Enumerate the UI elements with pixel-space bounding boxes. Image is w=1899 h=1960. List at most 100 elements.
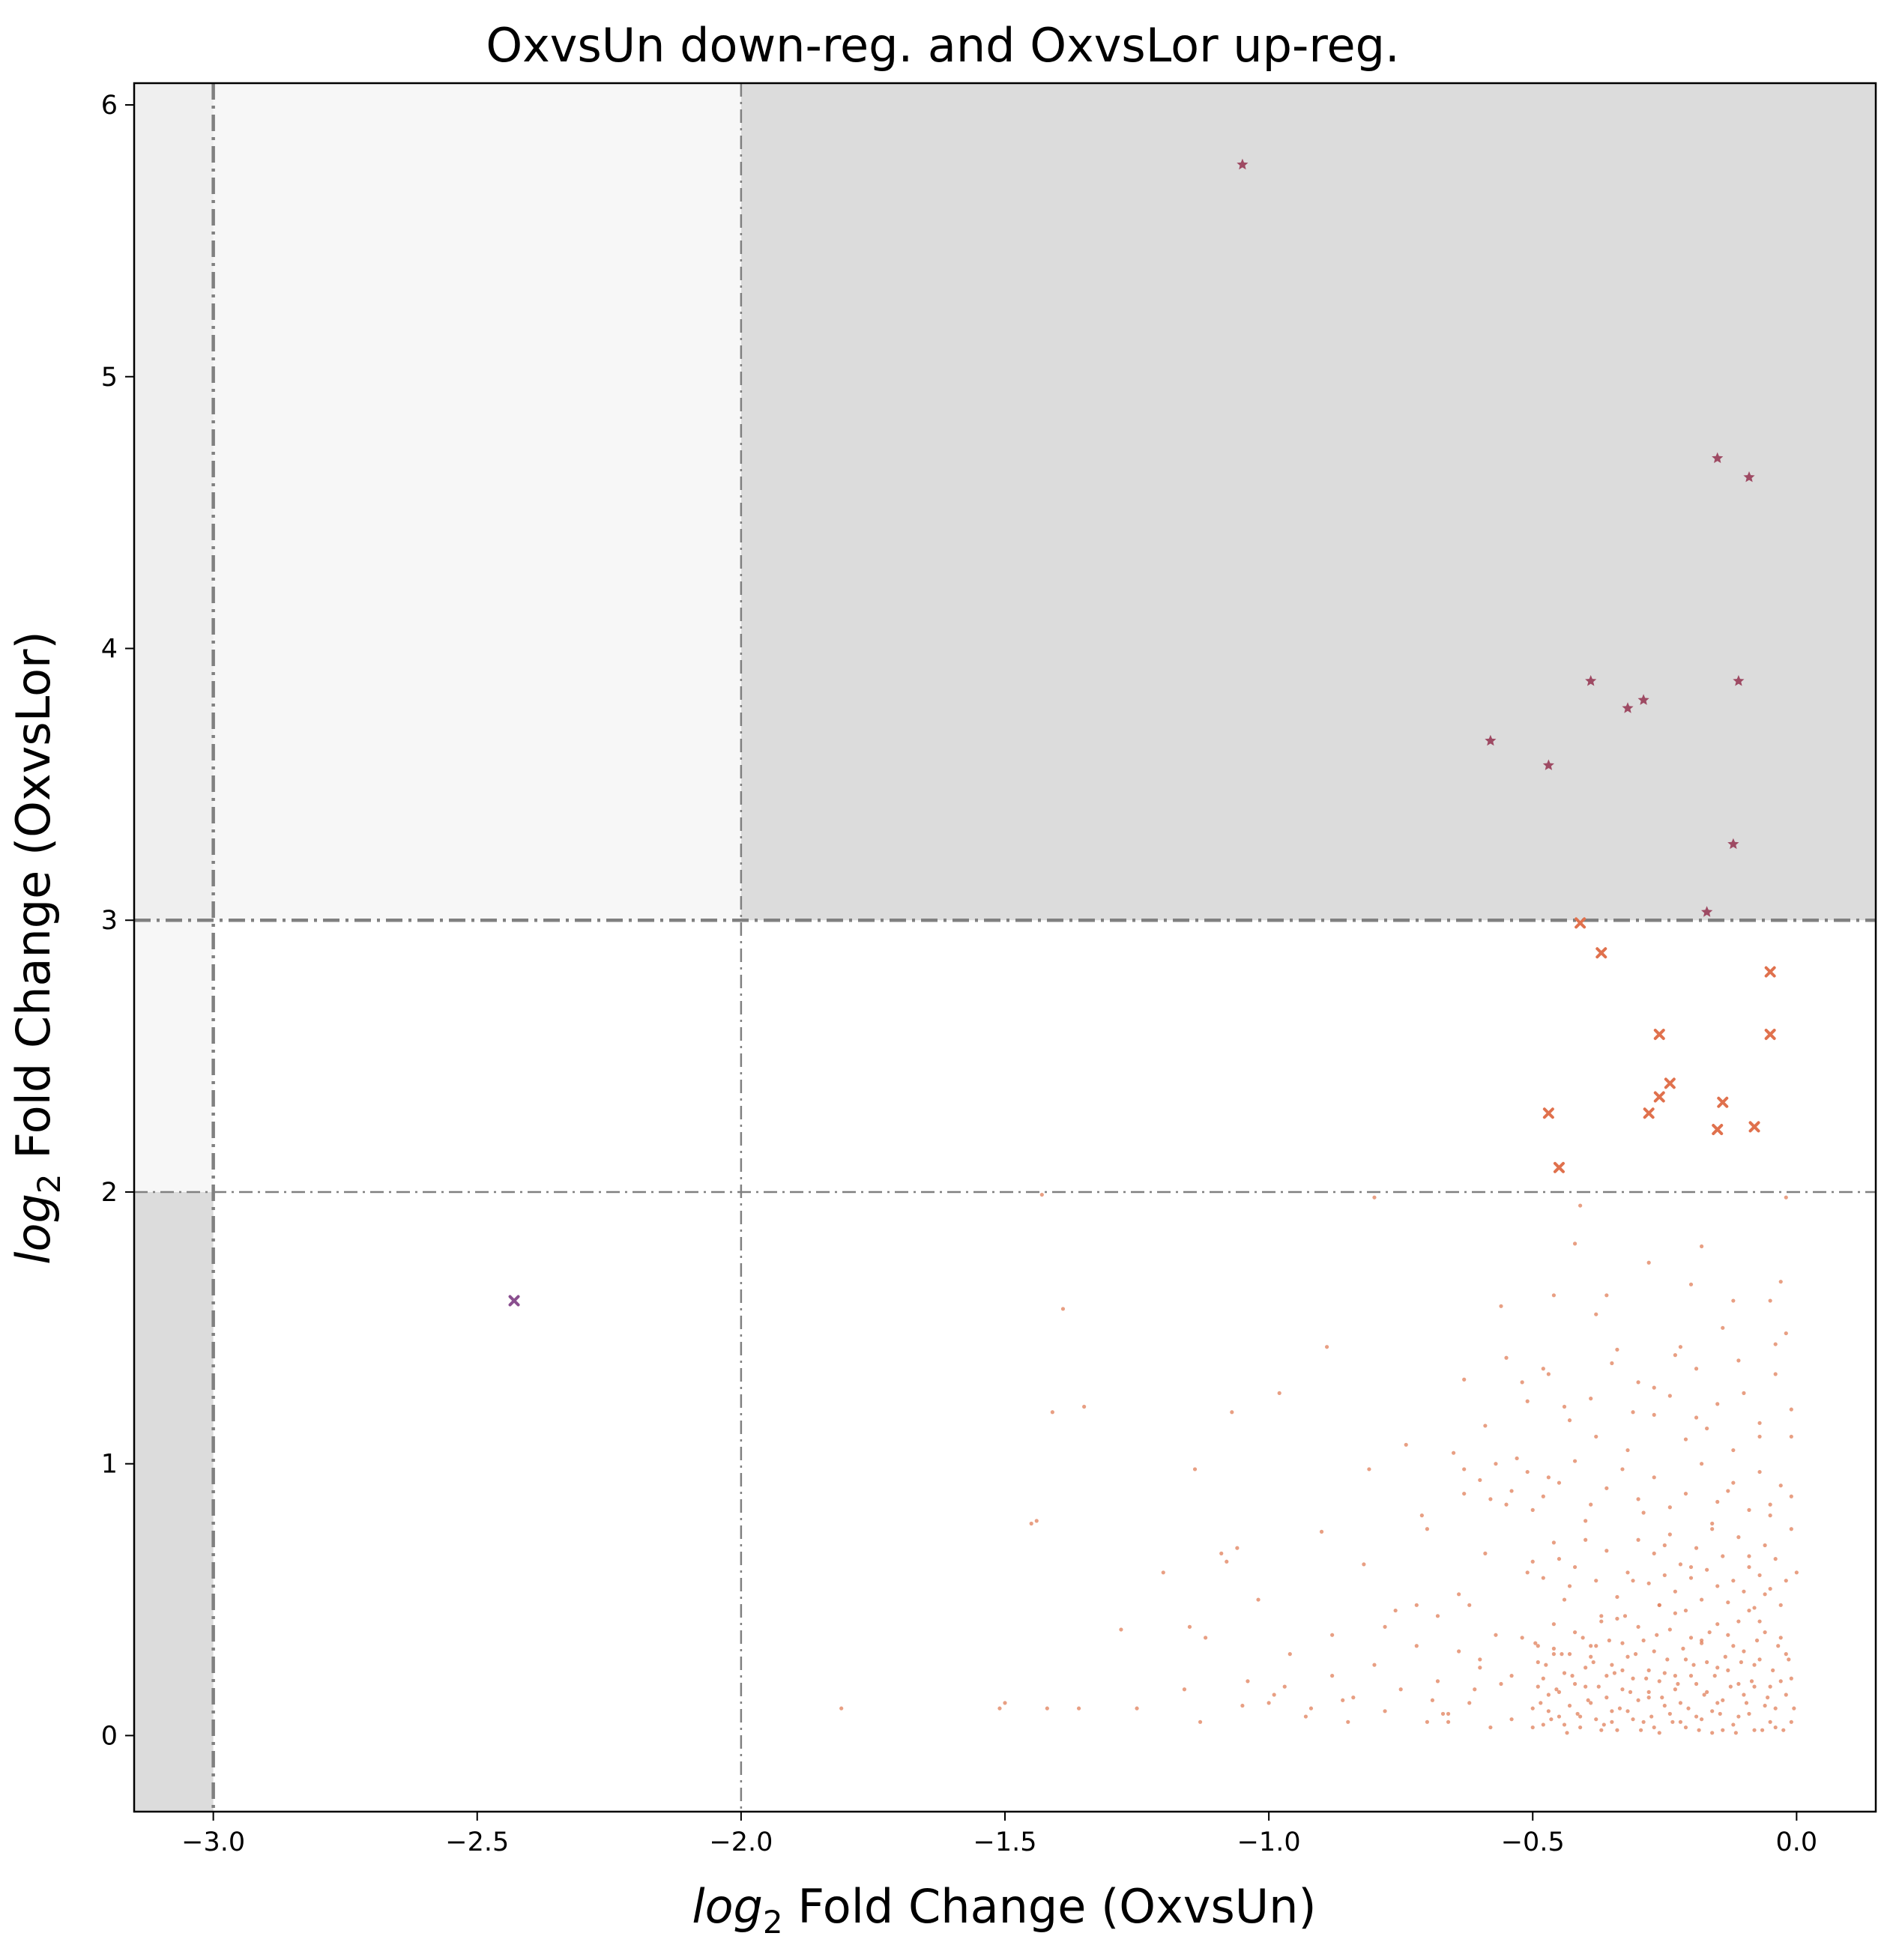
data-point-dot-3-135 [1678, 1701, 1683, 1705]
data-point-dot-3-182 [1266, 1701, 1271, 1705]
data-point-dot-3-220 [1594, 1644, 1598, 1648]
data-point-dot-3-104 [1747, 1554, 1751, 1558]
data-point-dot-3-148 [1610, 1663, 1614, 1667]
data-point-dot-3-319 [1544, 1663, 1548, 1667]
data-point-dot-3-111 [1784, 1331, 1788, 1336]
data-point-dot-3-193 [1736, 1681, 1741, 1687]
data-point-dot-3-39 [1393, 1608, 1398, 1613]
data-point-dot-3-285 [1723, 1654, 1727, 1659]
data-point-dot-3-156 [1567, 1703, 1572, 1708]
x-tick-label: −2.5 [445, 1827, 509, 1857]
data-point-x-1-9 [1643, 1107, 1655, 1119]
data-point-dot-3-365 [1594, 1312, 1598, 1316]
data-point-dot-3-77 [1604, 1293, 1609, 1298]
data-point-dot-3-241 [1747, 1564, 1751, 1570]
data-point-dot-3-67 [1551, 1652, 1557, 1657]
data-point-dot-3-47 [1446, 1719, 1451, 1724]
data-point-dot-3-266 [1583, 1519, 1588, 1523]
data-point-dot-3-183 [1789, 1676, 1793, 1681]
data-point-dot-3-268 [1562, 1597, 1567, 1602]
data-point-dot-3-271 [1530, 1559, 1535, 1564]
y-tick-label: 1 [101, 1450, 118, 1480]
data-point-dot-3-281 [1744, 1701, 1749, 1705]
data-point-dot-3-143 [1636, 1624, 1640, 1629]
data-point-dot-3-295 [1670, 1719, 1675, 1724]
data-point-dot-3-50 [1462, 1467, 1467, 1471]
data-point-dot-3-110 [1778, 1280, 1783, 1284]
data-point-dot-3-314 [1570, 1674, 1575, 1678]
data-point-dot-3-233 [1789, 1719, 1793, 1724]
data-point-dot-3-212 [1636, 1698, 1640, 1702]
data-point-dot-3-56 [1494, 1633, 1498, 1637]
data-point-dot-3-276 [1771, 1668, 1775, 1672]
data-point-dot-3-2 [1003, 1701, 1007, 1705]
data-point-dot-3-329 [1700, 1462, 1704, 1466]
data-point-dot-3-353 [1631, 1410, 1635, 1415]
data-point-dot-3-55 [1488, 1497, 1493, 1501]
data-point-dot-3-146 [1620, 1641, 1625, 1645]
data-point-dot-3-367 [1700, 1244, 1704, 1249]
data-point-x-1-6 [1653, 1091, 1665, 1103]
data-point-dot-3-308 [1601, 1722, 1606, 1727]
data-point-dot-3-346 [1773, 1372, 1778, 1376]
data-point-dot-3-65 [1541, 1367, 1545, 1371]
shaded-region-3 [134, 920, 214, 1192]
x-tick-label: 0.0 [1776, 1827, 1818, 1857]
data-point-dot-3-62 [1525, 1570, 1530, 1575]
data-point-dot-3-192 [1742, 1649, 1746, 1654]
data-point-dot-3-215 [1620, 1687, 1625, 1692]
data-point-dot-3-71 [1572, 1241, 1578, 1246]
y-tick-label: 2 [101, 1178, 118, 1208]
data-point-dot-3-190 [1752, 1663, 1757, 1667]
data-point-dot-3-33 [1341, 1698, 1345, 1702]
data-point-dot-3-152 [1589, 1654, 1593, 1659]
data-point-dot-3-112 [1789, 1434, 1793, 1439]
data-point-dot-3-82 [1631, 1579, 1635, 1583]
data-point-dot-3-139 [1657, 1731, 1661, 1735]
data-point-x-1-7 [1717, 1096, 1729, 1108]
data-point-dot-3-69 [1562, 1404, 1567, 1409]
data-point-dot-3-163 [1530, 1706, 1535, 1711]
data-point-dot-3-18 [1204, 1636, 1208, 1640]
data-point-star-0-4 [1733, 675, 1745, 686]
data-point-dot-3-170 [1457, 1649, 1461, 1654]
data-point-dot-3-354 [1610, 1361, 1614, 1366]
y-tick-label: 5 [101, 363, 118, 393]
data-point-dot-3-256 [1667, 1532, 1672, 1537]
data-point-dot-3-181 [1282, 1684, 1287, 1689]
data-point-dot-3-325 [1757, 1469, 1762, 1474]
data-point-star-0-2 [1743, 471, 1755, 483]
data-point-dot-3-339 [1541, 1494, 1545, 1498]
data-point-dot-3-324 [1768, 1502, 1772, 1507]
data-point-dot-3-323 [1778, 1483, 1783, 1488]
data-point-dot-3-123 [1742, 1693, 1746, 1697]
data-point-dot-3-160 [1546, 1693, 1551, 1697]
data-point-dot-3-8 [1060, 1307, 1066, 1311]
data-point-dot-3-102 [1736, 1619, 1741, 1624]
data-point-dot-3-318 [1549, 1717, 1554, 1722]
data-point-dot-3-161 [1541, 1722, 1545, 1727]
data-point-dot-3-198 [1710, 1731, 1715, 1735]
data-point-dot-3-259 [1652, 1551, 1656, 1556]
data-point-dot-3-14 [1182, 1687, 1187, 1692]
data-point-dot-3-208 [1657, 1679, 1661, 1684]
data-point-dot-3-265 [1594, 1579, 1598, 1583]
data-point-dot-3-171 [1446, 1711, 1451, 1716]
data-point-dot-3-197 [1715, 1666, 1720, 1670]
data-point-dot-3-240 [1752, 1606, 1757, 1610]
data-point-dot-3-25 [1256, 1597, 1261, 1602]
data-point-dot-3-63 [1530, 1507, 1535, 1512]
data-point-dot-3-189 [1757, 1619, 1762, 1624]
data-point-dot-3-4 [1034, 1519, 1039, 1523]
shaded-region-2 [134, 83, 214, 921]
data-point-star-0-0 [1237, 158, 1249, 170]
data-point-dot-3-164 [1520, 1636, 1524, 1640]
data-point-x-1-11 [1712, 1124, 1724, 1136]
data-point-dot-3-201 [1694, 1714, 1699, 1719]
data-point-dot-3-46 [1440, 1711, 1446, 1716]
data-point-dot-3-73 [1583, 1537, 1588, 1542]
data-point-dot-3-167 [1488, 1725, 1493, 1730]
data-point-dot-3-19 [1219, 1551, 1224, 1556]
data-point-dot-3-213 [1631, 1717, 1635, 1722]
data-point-dot-3-358 [1525, 1399, 1530, 1403]
